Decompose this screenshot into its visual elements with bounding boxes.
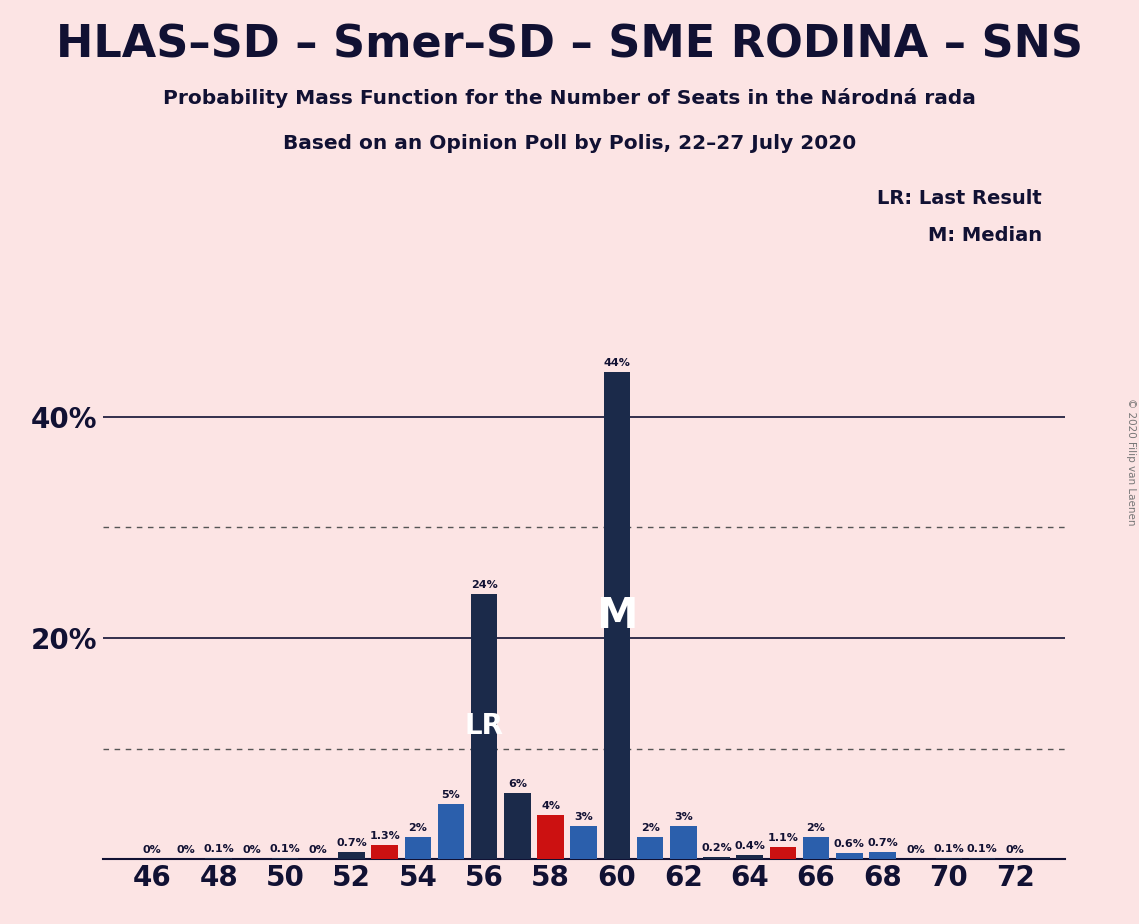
Text: 0%: 0% (907, 845, 925, 856)
Text: 2%: 2% (806, 823, 826, 833)
Bar (770, 847, 796, 859)
Text: 5%: 5% (442, 790, 460, 800)
Bar (437, 804, 465, 859)
Bar (404, 837, 431, 859)
Text: HLAS–SD – Smer–SD – SME RODINA – SNS: HLAS–SD – Smer–SD – SME RODINA – SNS (56, 23, 1083, 67)
Text: M: M (596, 595, 638, 637)
Bar (968, 858, 995, 859)
Text: 0.1%: 0.1% (967, 845, 998, 855)
Text: 0%: 0% (1006, 845, 1025, 856)
Bar (505, 793, 531, 859)
Text: © 2020 Filip van Laenen: © 2020 Filip van Laenen (1126, 398, 1136, 526)
Text: 0.7%: 0.7% (867, 838, 898, 847)
Text: M: Median: M: Median (928, 226, 1042, 246)
Text: Probability Mass Function for the Number of Seats in the Národná rada: Probability Mass Function for the Number… (163, 88, 976, 108)
Text: LR: LR (465, 712, 503, 740)
Text: 1.3%: 1.3% (369, 831, 400, 841)
Text: 2%: 2% (409, 823, 427, 833)
Bar (737, 855, 763, 859)
Text: 24%: 24% (470, 579, 498, 590)
Bar (205, 858, 232, 859)
Bar (538, 815, 564, 859)
Text: Based on an Opinion Poll by Polis, 22–27 July 2020: Based on an Opinion Poll by Polis, 22–27… (282, 134, 857, 153)
Bar (470, 594, 498, 859)
Bar (869, 852, 895, 859)
Text: 0%: 0% (142, 845, 162, 856)
Bar (803, 837, 829, 859)
Bar (604, 372, 630, 859)
Text: 44%: 44% (604, 359, 630, 369)
Text: 6%: 6% (508, 779, 527, 789)
Text: 0%: 0% (177, 845, 195, 856)
Text: 0.2%: 0.2% (702, 844, 732, 853)
Text: 0%: 0% (243, 845, 261, 856)
Bar (670, 826, 697, 859)
Bar (703, 857, 730, 859)
Text: 0.1%: 0.1% (270, 845, 301, 855)
Bar (637, 837, 663, 859)
Text: 4%: 4% (541, 801, 560, 811)
Text: 0.1%: 0.1% (934, 845, 965, 855)
Text: 0.7%: 0.7% (336, 838, 367, 847)
Bar (338, 852, 364, 859)
Text: 3%: 3% (574, 812, 593, 822)
Text: 2%: 2% (640, 823, 659, 833)
Bar (571, 826, 597, 859)
Bar (371, 845, 398, 859)
Text: LR: Last Result: LR: Last Result (877, 189, 1042, 209)
Text: 1.1%: 1.1% (768, 833, 798, 844)
Text: 0.1%: 0.1% (203, 845, 233, 855)
Text: 0.6%: 0.6% (834, 839, 865, 849)
Bar (836, 853, 862, 859)
Bar (272, 858, 298, 859)
Text: 3%: 3% (674, 812, 693, 822)
Text: 0%: 0% (309, 845, 328, 856)
Text: 0.4%: 0.4% (735, 841, 765, 851)
Bar (935, 858, 962, 859)
